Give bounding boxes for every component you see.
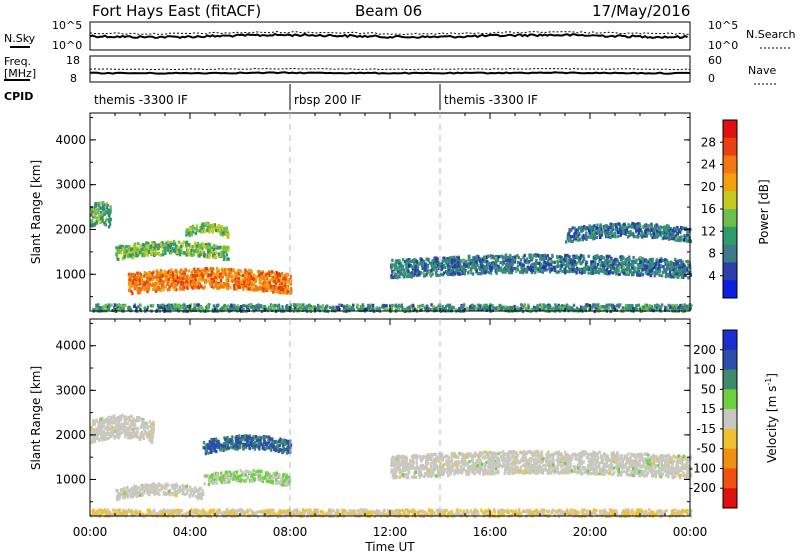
nave-label: Nave <box>748 64 776 77</box>
x-tick-label: 12:00 <box>373 525 408 539</box>
colorbar-swatch <box>723 330 737 351</box>
velocity-axes: 4000 3000 2000 1000 <box>55 319 691 516</box>
colorbar-swatch <box>723 120 737 139</box>
velocity-colorbar-label: Velocity [m s-1] <box>764 373 779 463</box>
colorbar-swatch <box>723 280 737 299</box>
nsearch-label: N.Search <box>746 28 796 41</box>
y-tick-label: 2000 <box>55 222 86 236</box>
x-tick-labels: 00:00 04:00 08:00 12:00 16:00 20:00 00:00 <box>73 525 708 539</box>
cpid-segment-label: themis -3300 IF <box>94 93 188 107</box>
colorbar-tick-label: 12 <box>701 224 716 238</box>
colorbar-swatch <box>723 409 737 430</box>
beam-label: Beam 06 <box>355 2 422 20</box>
colorbar-tick-label: 4 <box>708 269 716 283</box>
freq-tick-top: 18 <box>66 54 80 67</box>
nsearch-tick-bottom: 10^0 <box>708 39 738 52</box>
power-colorbar-label: Power [dB] <box>757 179 771 244</box>
x-tick-label: 08:00 <box>273 525 308 539</box>
colorbar-tick-label: -200 <box>689 481 716 495</box>
nsearch-line <box>89 30 691 36</box>
y-tick-label: 4000 <box>55 133 86 147</box>
colorbar-swatch <box>723 349 737 371</box>
colorbar-swatch <box>723 244 737 263</box>
x-tick-label: 00:00 <box>673 525 708 539</box>
colorbar-swatch <box>723 155 737 174</box>
colorbar-tick-label: -100 <box>689 461 716 475</box>
velocity-heatmap <box>90 414 693 519</box>
colorbar-swatch <box>723 209 737 228</box>
colorbar-tick-label: 20 <box>701 180 716 194</box>
colorbar-swatch <box>723 173 737 192</box>
x-axis-label: Time UT <box>364 540 415 554</box>
colorbar-tick-label: 28 <box>701 135 716 149</box>
colorbar-tick-label: 50 <box>701 382 716 396</box>
colorbar-swatch <box>723 226 737 246</box>
y-tick-label: 3000 <box>55 383 86 397</box>
cpid-segment-label: rbsp 200 IF <box>294 93 361 107</box>
velocity-ylabel: Slant Range [km] <box>29 366 43 470</box>
colorbar-swatch <box>723 369 737 390</box>
velocity-colorbar: 200 100 50 15 -15 -50 -100 -200 <box>689 329 738 509</box>
nsky-tick-bottom: 10^0 <box>52 39 82 52</box>
colorbar-swatch <box>723 389 737 410</box>
freq-label-line2: [MHz] <box>4 67 36 80</box>
colorbar-swatch <box>723 191 737 210</box>
nave-tick-bottom: 0 <box>708 72 715 85</box>
x-tick-label: 04:00 <box>173 525 208 539</box>
colorbar-swatch <box>723 262 737 281</box>
station-title: Fort Hays East (fitACF) <box>92 2 261 20</box>
colorbar-swatch <box>723 488 737 509</box>
cpid-label: CPID <box>4 90 33 103</box>
cpid-bar: themis -3300 IF rbsp 200 IF themis -3300 I… <box>94 84 538 110</box>
y-tick-label: 3000 <box>55 178 86 192</box>
colorbar-swatch <box>723 468 737 489</box>
freq-tick-bottom: 8 <box>70 72 77 85</box>
colorbar-tick-label: 16 <box>701 202 716 216</box>
nsky-label: N.Sky <box>4 32 36 45</box>
colorbar-tick-label: -50 <box>696 442 716 456</box>
freq-line <box>89 71 691 75</box>
colorbar-swatch <box>723 428 737 450</box>
x-tick-label: 16:00 <box>473 525 508 539</box>
colorbar-tick-label: 15 <box>701 402 716 416</box>
colorbar-swatch <box>723 137 737 157</box>
y-tick-label: 4000 <box>55 339 86 353</box>
nsearch-tick-top: 10^5 <box>708 19 738 32</box>
nave-tick-top: 60 <box>708 54 722 67</box>
colorbar-tick-label: 100 <box>693 363 716 377</box>
cpid-segment-label: themis -3300 IF <box>444 93 538 107</box>
colorbar-tick-label: -15 <box>696 422 716 436</box>
nsky-line <box>89 32 688 39</box>
y-tick-label: 1000 <box>55 472 86 486</box>
colorbar-tick-label: 8 <box>708 247 716 261</box>
freq-label-line1: Freq. <box>4 55 31 68</box>
colorbar-tick-label: 200 <box>693 343 716 357</box>
power-colorbar: 28 24 20 16 12 8 4 <box>701 119 738 299</box>
x-tick-label: 00:00 <box>73 525 108 539</box>
date-label: 17/May/2016 <box>592 2 690 20</box>
colorbar-tick-label: 24 <box>701 158 716 172</box>
power-ylabel: Slant Range [km] <box>29 160 43 264</box>
x-tick-label: 20:00 <box>573 525 608 539</box>
nsky-tick-top: 10^5 <box>52 19 82 32</box>
colorbar-swatch <box>723 448 737 469</box>
power-axes: 4000 3000 2000 1000 <box>55 113 691 311</box>
y-tick-label: 1000 <box>55 267 86 281</box>
y-tick-label: 2000 <box>55 428 86 442</box>
power-heatmap <box>90 201 693 314</box>
nave-line <box>89 67 691 71</box>
